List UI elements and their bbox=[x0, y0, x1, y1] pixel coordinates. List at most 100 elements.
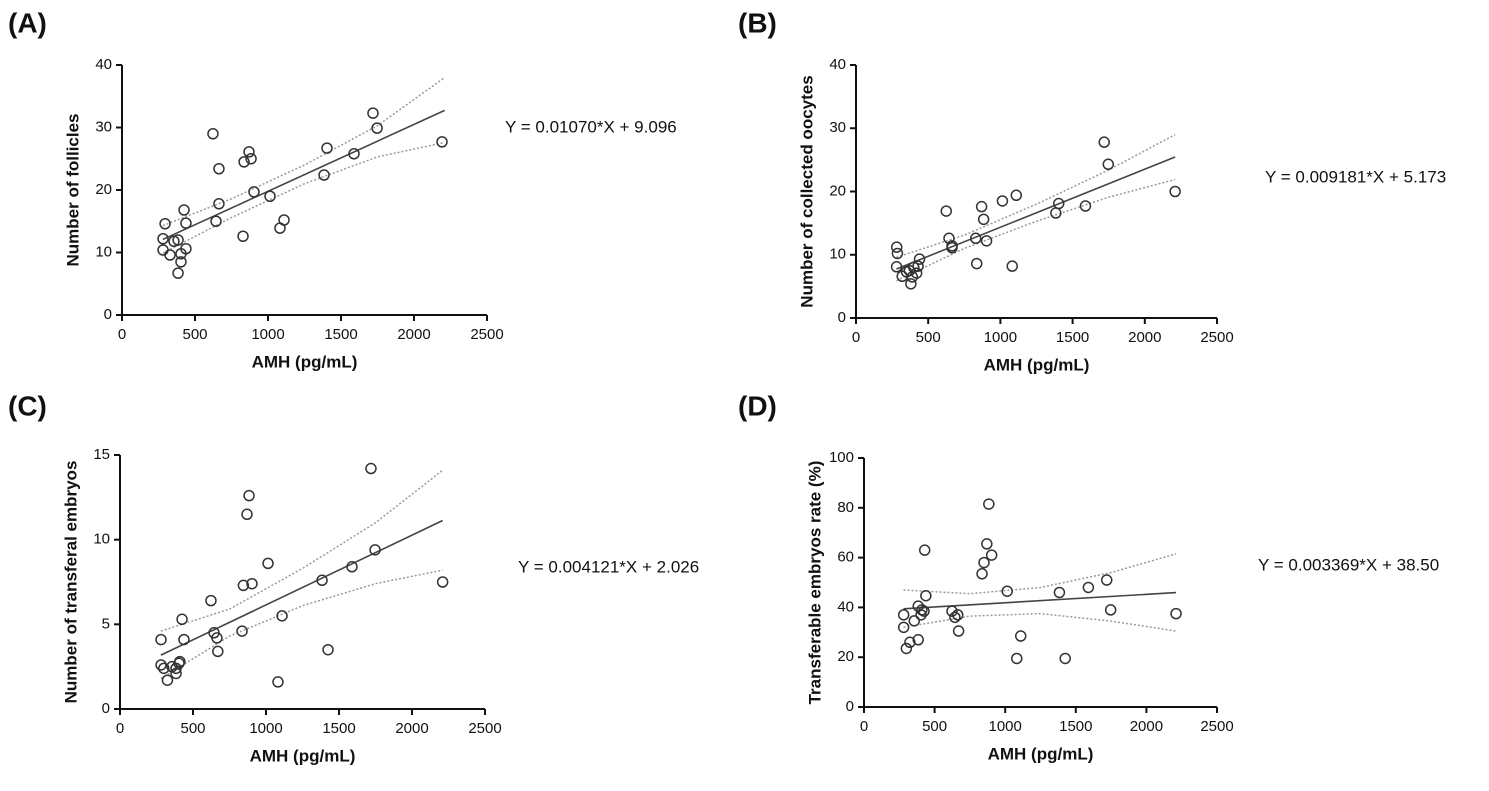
regression-line bbox=[160, 519, 444, 656]
data-point bbox=[175, 256, 187, 268]
data-point bbox=[970, 257, 983, 270]
data-point bbox=[207, 128, 219, 140]
data-point bbox=[243, 146, 255, 158]
y-tick-label: 0 bbox=[838, 309, 846, 326]
data-point bbox=[157, 244, 169, 256]
y-tick-label: 20 bbox=[837, 648, 854, 665]
data-point bbox=[1102, 158, 1115, 171]
x-tick-label: 1500 bbox=[322, 720, 355, 737]
data-point bbox=[318, 169, 330, 181]
data-point bbox=[904, 636, 916, 649]
data-point bbox=[890, 241, 903, 253]
x-tick-label: 2500 bbox=[468, 720, 501, 737]
data-point bbox=[213, 198, 225, 210]
x-tick-label: 0 bbox=[860, 718, 868, 735]
data-point bbox=[1001, 585, 1013, 597]
data-point bbox=[164, 249, 176, 261]
confidence-band-upper bbox=[160, 469, 444, 632]
y-tick-label: 10 bbox=[95, 243, 112, 260]
panel-label: (C) bbox=[8, 390, 47, 421]
x-tick-label: 2000 bbox=[1128, 329, 1161, 346]
data-point bbox=[952, 625, 965, 637]
y-tick-label: 40 bbox=[837, 598, 854, 615]
data-point bbox=[952, 609, 964, 621]
data-point bbox=[238, 156, 250, 168]
x-tick-label: 1000 bbox=[251, 326, 284, 343]
data-point bbox=[915, 609, 927, 621]
data-point bbox=[1052, 197, 1065, 210]
x-axis-label: AMH (pg/mL) bbox=[250, 746, 356, 765]
regression-line bbox=[896, 156, 1176, 270]
regression-line bbox=[162, 109, 445, 241]
data-point bbox=[272, 676, 284, 688]
data-point bbox=[174, 655, 186, 668]
data-point bbox=[371, 122, 383, 134]
data-point bbox=[918, 605, 930, 617]
data-point bbox=[996, 195, 1009, 207]
panel-label: (D) bbox=[738, 390, 777, 421]
data-point bbox=[155, 659, 167, 671]
data-point bbox=[157, 233, 169, 245]
data-point bbox=[243, 489, 255, 502]
y-tick-label: 40 bbox=[95, 56, 112, 73]
data-point bbox=[1011, 652, 1023, 665]
data-point bbox=[178, 633, 190, 646]
data-point bbox=[912, 634, 924, 646]
data-point bbox=[1053, 586, 1066, 599]
data-point bbox=[1082, 581, 1095, 594]
data-point bbox=[365, 462, 377, 475]
data-point bbox=[910, 267, 923, 279]
data-point bbox=[1104, 604, 1117, 616]
data-point bbox=[946, 242, 958, 254]
data-point bbox=[912, 260, 924, 272]
data-point bbox=[918, 544, 931, 556]
data-point bbox=[205, 594, 217, 607]
y-tick-label: 10 bbox=[829, 246, 846, 263]
data-point bbox=[436, 136, 448, 148]
data-point bbox=[905, 278, 917, 290]
data-point bbox=[245, 153, 257, 165]
confidence-band-lower bbox=[903, 612, 1177, 632]
x-axis-label: AMH (pg/mL) bbox=[988, 744, 1094, 763]
data-point bbox=[348, 148, 360, 160]
y-tick-label: 100 bbox=[829, 449, 854, 466]
y-tick-label: 60 bbox=[837, 549, 854, 566]
data-point bbox=[1059, 652, 1071, 665]
y-tick-label: 10 bbox=[93, 531, 110, 548]
x-tick-label: 0 bbox=[116, 720, 124, 737]
data-point bbox=[158, 662, 170, 675]
x-tick-label: 1000 bbox=[984, 329, 1017, 346]
regression-line bbox=[903, 591, 1177, 610]
data-point bbox=[321, 142, 333, 154]
y-tick-label: 15 bbox=[93, 446, 110, 463]
data-point bbox=[262, 557, 274, 570]
y-tick-label: 30 bbox=[829, 119, 846, 136]
data-point bbox=[436, 576, 449, 588]
data-point bbox=[1098, 136, 1110, 148]
data-point bbox=[210, 215, 222, 227]
y-tick-label: 40 bbox=[829, 56, 846, 73]
data-point bbox=[976, 568, 988, 580]
data-point bbox=[276, 610, 288, 622]
y-tick-label: 5 bbox=[102, 615, 110, 632]
data-point bbox=[891, 247, 904, 260]
y-tick-label: 80 bbox=[837, 499, 854, 516]
data-point bbox=[890, 261, 903, 273]
x-tick-label: 1500 bbox=[1059, 718, 1092, 735]
x-tick-label: 2000 bbox=[395, 720, 428, 737]
panel-label: (A) bbox=[8, 7, 47, 38]
data-point bbox=[908, 615, 921, 627]
y-tick-label: 20 bbox=[829, 182, 846, 199]
data-point bbox=[897, 609, 910, 621]
data-point bbox=[278, 214, 290, 226]
x-tick-label: 2000 bbox=[397, 326, 430, 343]
y-axis-label: Transferable embryos rate (%) bbox=[805, 461, 824, 705]
data-point bbox=[159, 218, 171, 230]
data-point bbox=[316, 574, 328, 587]
data-point bbox=[213, 163, 225, 175]
data-point bbox=[975, 200, 988, 213]
data-point bbox=[900, 642, 913, 655]
data-point bbox=[322, 643, 334, 656]
data-point bbox=[170, 667, 182, 680]
data-point bbox=[978, 556, 990, 569]
